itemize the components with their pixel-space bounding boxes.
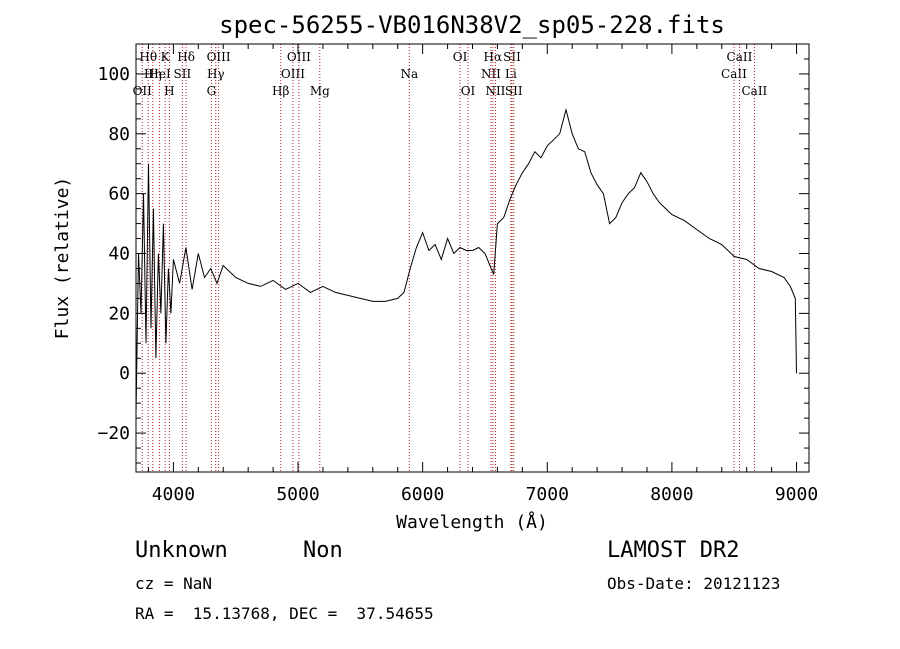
chart-title: spec-56255-VB016N38V2_sp05-228.fits <box>219 11 725 39</box>
emission-line-label: OIII <box>281 67 305 81</box>
emission-line-markers: OIIHθHηHeIKHSIIHδGHγOIIIHβOIIIOIIIMgNaOI… <box>133 44 768 472</box>
emission-line-label: NII <box>485 84 505 98</box>
emission-line-label: CaII <box>727 50 753 64</box>
emission-line-label: OI <box>461 84 476 98</box>
spectrum-line <box>135 107 797 416</box>
emission-line-label: G <box>207 84 217 98</box>
y-tick-label: 40 <box>108 244 130 265</box>
object-subclass: Non <box>303 538 343 563</box>
y-tick-label: 0 <box>119 363 130 384</box>
emission-line-label: SII <box>174 67 192 81</box>
emission-line-label: Hγ <box>207 67 225 81</box>
emission-line-label: OI <box>453 50 468 64</box>
y-tick-label: −20 <box>97 423 130 444</box>
emission-line-label: CaII <box>721 67 747 81</box>
emission-line-label: H <box>164 84 174 98</box>
emission-line-label: Hη <box>144 67 162 81</box>
emission-line-label: Hα <box>484 50 503 64</box>
x-axis-label: Wavelength (Å) <box>396 511 548 533</box>
x-tick-label: 9000 <box>775 484 818 505</box>
x-tick-label: 8000 <box>650 484 693 505</box>
emission-line-label: HeI <box>148 67 171 81</box>
emission-line-label: Na <box>400 67 418 81</box>
plot-frame <box>135 43 810 473</box>
coordinates: RA = 15.13768, DEC = 37.54655 <box>135 604 434 623</box>
y-axis-label: Flux (relative) <box>52 177 73 340</box>
emission-line-label: OII <box>133 84 153 98</box>
emission-line-label: SII <box>503 50 521 64</box>
emission-line-label: NII <box>481 67 501 81</box>
redshift-value: cz = NaN <box>135 574 213 593</box>
object-class: Unknown <box>135 538 228 563</box>
emission-line-label: CaII <box>741 84 767 98</box>
spectrum-series <box>135 107 797 416</box>
x-tick-label: 6000 <box>401 484 444 505</box>
emission-line-label: OIII <box>207 50 231 64</box>
x-tick-label: 5000 <box>276 484 319 505</box>
emission-line-label: Hθ <box>139 50 157 64</box>
emission-line-label: K <box>161 50 171 64</box>
y-tick-label: 100 <box>97 64 130 85</box>
x-tick-label: 4000 <box>152 484 195 505</box>
emission-line-label: Mg <box>310 84 330 98</box>
emission-line-label: Li <box>505 67 517 81</box>
y-tick-label: 20 <box>108 303 130 324</box>
x-tick-label: 7000 <box>526 484 569 505</box>
emission-line-label: SII <box>505 84 523 98</box>
y-tick-label: 60 <box>108 184 130 205</box>
y-tick-label: 80 <box>108 124 130 145</box>
obs-date: Obs-Date: 20121123 <box>607 574 781 593</box>
emission-line-label: Hδ <box>177 50 195 64</box>
emission-line-label: OIII <box>287 50 311 64</box>
x-axis: 4000 5000 6000 7000 8000 9000 <box>147 44 818 505</box>
emission-line-label: Hβ <box>272 84 289 98</box>
survey-label: LAMOST DR2 <box>607 538 740 563</box>
y-axis: −20 0 20 40 60 80 100 <box>97 43 809 464</box>
